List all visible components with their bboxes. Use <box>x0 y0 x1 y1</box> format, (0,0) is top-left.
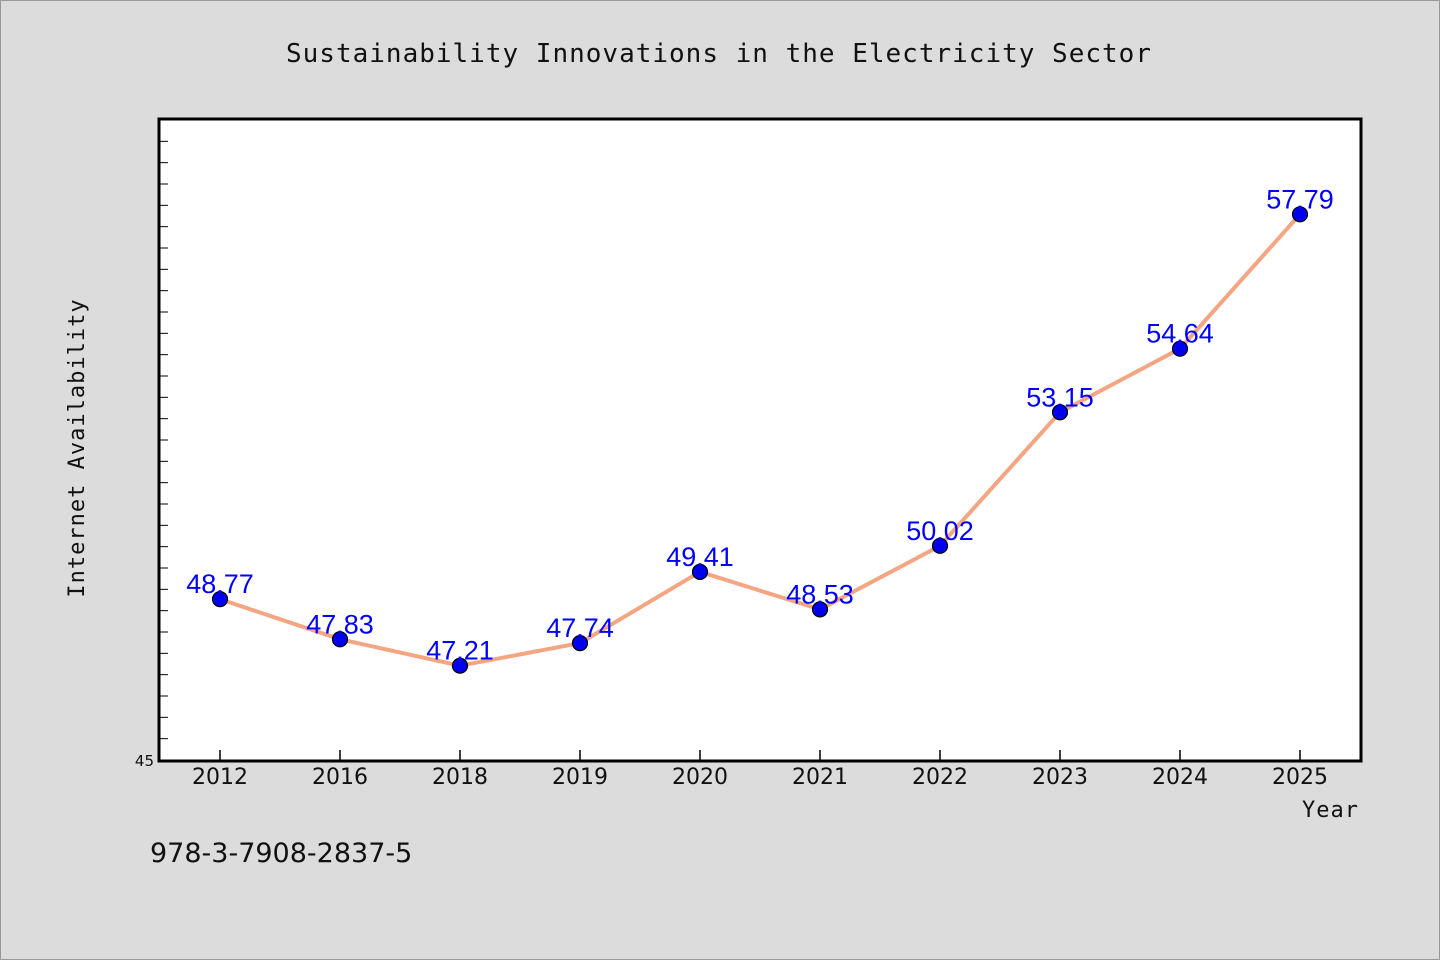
series-markers <box>211 206 1309 674</box>
data-point <box>211 591 229 608</box>
chart-title: Sustainability Innovations in the Electr… <box>286 39 1152 69</box>
data-point <box>1291 206 1309 223</box>
data-label: 49.41 <box>666 542 734 572</box>
data-label: 54.64 <box>1146 319 1214 349</box>
x-tick-label: 2020 <box>672 765 728 790</box>
y-axis-ticks <box>160 140 168 740</box>
data-point <box>811 601 829 618</box>
data-label: 48.53 <box>786 579 854 609</box>
data-label: 53.15 <box>1026 382 1094 412</box>
x-tick-label: 2023 <box>1032 765 1088 790</box>
y-min-tick-label: 45 <box>135 752 154 770</box>
y-axis-label: Internet Availability <box>65 298 90 597</box>
series-line-group <box>218 212 1302 668</box>
x-tick-label: 2022 <box>912 765 968 790</box>
data-label: 47.21 <box>426 636 494 666</box>
x-tick-label: 2012 <box>192 765 248 790</box>
data-label: 57.79 <box>1266 184 1334 214</box>
series-line <box>218 212 1302 668</box>
data-label: 48.77 <box>186 569 254 599</box>
x-tick-label: 2021 <box>792 765 848 790</box>
data-point <box>451 657 469 674</box>
plot-area <box>157 117 1363 763</box>
data-point <box>1171 340 1189 357</box>
x-tick-label: 2018 <box>432 765 488 790</box>
data-point <box>1051 404 1069 421</box>
x-tick-label: 2024 <box>1152 765 1208 790</box>
data-label: 47.74 <box>546 613 614 643</box>
footer-code: 978-3-7908-2837-5 <box>150 838 412 869</box>
data-point <box>571 634 589 652</box>
x-axis-ticks: 2012 2016 2018 2019 2020 2021 2022 2023 2024 2025 <box>192 750 1328 790</box>
data-point <box>331 631 349 648</box>
x-tick-label: 2019 <box>552 765 608 790</box>
data-point <box>931 537 949 554</box>
data-label: 47.83 <box>306 609 374 639</box>
x-tick-label: 2016 <box>312 765 368 790</box>
x-axis-label: Year <box>1302 798 1359 823</box>
data-point <box>691 563 709 580</box>
data-label: 50.02 <box>906 516 974 546</box>
data-labels: 48.77 47.83 47.21 47.74 49.41 48.53 50.02 53.15… <box>186 184 1334 665</box>
x-tick-label: 2025 <box>1272 765 1328 790</box>
